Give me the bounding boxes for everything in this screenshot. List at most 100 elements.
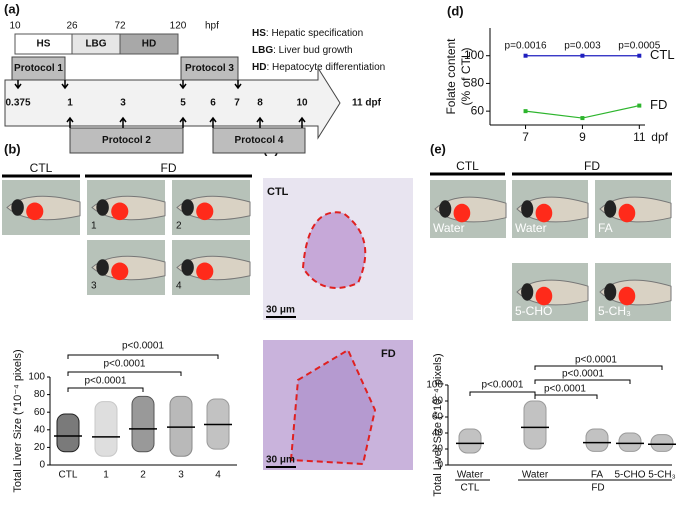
legend-entry: HS: Hepatic specification (252, 28, 363, 39)
y-tick-label: 100 (28, 372, 45, 383)
legend-entry: LBG: Liver bud growth (252, 45, 353, 56)
group-label: FD (591, 483, 604, 494)
y-axis-label: Total Liver Size (*10⁻⁴ pixels) (432, 353, 444, 496)
hpf-tick: 26 (66, 21, 78, 32)
panel-label: (b) (4, 141, 21, 156)
y-tick-label: 0 (39, 460, 45, 471)
arrow (209, 116, 217, 128)
data-spread (56, 413, 80, 453)
y-tick-label: 60 (34, 407, 46, 418)
p-value: p<0.0001 (544, 384, 586, 395)
legend-abbr: LBG (252, 45, 273, 56)
stage-box (119, 33, 179, 55)
protocol-label: Protocol 2 (102, 135, 151, 146)
liver (26, 202, 44, 221)
photo-label: 2 (176, 221, 182, 232)
dpf-tick: 8 (257, 98, 263, 109)
dpf-tick: 6 (210, 98, 216, 109)
p-value: p<0.0001 (122, 341, 164, 352)
group-label: FD (584, 159, 600, 173)
p-value: p=0.003 (564, 41, 601, 52)
p-value: p=0.0005 (618, 41, 660, 52)
eye (96, 259, 109, 276)
liver (535, 203, 553, 223)
liver (111, 262, 129, 281)
group-label: CTL (30, 161, 53, 175)
arrow (66, 116, 74, 128)
protocol-label: Protocol 3 (185, 63, 234, 74)
x-tick-label: 9 (579, 130, 586, 144)
series-label: FD (650, 97, 667, 112)
eye (11, 199, 24, 216)
image-label: FD (381, 348, 396, 360)
bracket (469, 391, 536, 396)
group-label: FD (161, 161, 177, 175)
point (580, 116, 585, 121)
protocol-box (11, 56, 66, 81)
legend-abbr: HD (252, 62, 266, 73)
protocol-label: Protocol 4 (235, 135, 284, 146)
bracket (67, 354, 219, 359)
liver (535, 286, 553, 306)
y-tick-label: 60 (471, 103, 485, 117)
protocol-box (69, 127, 184, 154)
liver (618, 203, 636, 223)
y-tick-label: 80 (432, 396, 444, 407)
data-spread (169, 395, 193, 457)
point (523, 109, 528, 114)
eye (181, 199, 194, 216)
y-tick-label: 20 (34, 442, 46, 453)
fish (516, 196, 589, 223)
series-label: CTL (650, 47, 675, 62)
y-tick-label: 40 (34, 424, 46, 435)
point (637, 103, 642, 108)
fish (516, 279, 589, 306)
protocol-box (212, 127, 306, 154)
y-tick-label: 100 (426, 380, 443, 391)
arrow (61, 80, 69, 90)
fish (91, 195, 166, 221)
panel-label: (d) (447, 3, 464, 18)
legend-abbr: HS (252, 28, 266, 39)
data-spread (131, 395, 155, 453)
eye (521, 200, 534, 218)
legend-text: : Liver bud growth (273, 45, 353, 56)
eye (439, 200, 452, 218)
stage-label: LBG (85, 39, 106, 50)
p-value: p<0.0001 (575, 355, 617, 366)
x-tick-label: Water (522, 470, 549, 481)
eye (604, 200, 617, 218)
arrow (256, 116, 264, 128)
y-tick-label: 40 (432, 428, 444, 439)
dpf-tick: 3 (120, 98, 126, 109)
protocol-box (180, 56, 239, 81)
group-label: CTL (456, 159, 479, 173)
x-tick-label: 1 (103, 470, 109, 481)
arrow (14, 80, 22, 90)
liver (196, 202, 214, 221)
point (637, 53, 642, 58)
image-label: CTL (267, 186, 289, 198)
x-unit: dpf (651, 130, 668, 144)
photo-label: 1 (91, 221, 97, 232)
photo-label: FA (598, 221, 613, 235)
p-value: p<0.0001 (104, 359, 146, 370)
y-axis-label: Total Liver Size (*10⁻⁴ pixels) (12, 349, 24, 492)
liver (111, 202, 129, 221)
legend-entry: HD: Hepatocyte differentiation (252, 62, 385, 73)
p-value: p<0.0001 (562, 369, 604, 380)
photo-label: 5-CHO (515, 304, 552, 318)
arrow (234, 80, 242, 90)
dpf-tick: 7 (234, 98, 240, 109)
arrow (179, 116, 187, 128)
timeline-arrow (4, 66, 341, 140)
tissue-outline (289, 348, 377, 466)
x-tick-label: 2 (140, 470, 146, 481)
group-label: CTL (461, 483, 480, 494)
photo-label: 4 (176, 281, 182, 292)
y-tick-label: 100 (464, 48, 484, 62)
bracket (67, 371, 182, 376)
x-tick-label: FA (591, 470, 604, 481)
tissue-outline (301, 211, 367, 289)
